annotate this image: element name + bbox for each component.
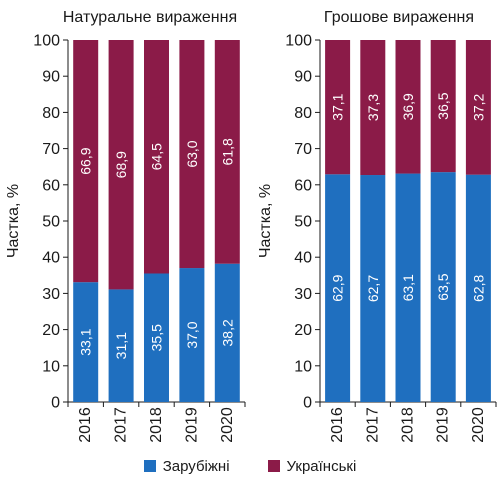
- bar-segment-foreign: [144, 273, 169, 402]
- bar-segment-ukrainian: [73, 40, 99, 283]
- bar-segment-foreign: [325, 174, 351, 402]
- data-label-ukrainian: 61,8: [219, 138, 235, 165]
- legend-label-foreign: Зарубіжні: [162, 457, 230, 475]
- y-tick-label: 0: [51, 395, 60, 412]
- legend-label-ukrainian: Українські: [286, 457, 357, 475]
- y-axis-label: Частка, %: [257, 184, 274, 258]
- data-label-foreign: 37,0: [184, 321, 200, 348]
- chart-canvas: Натуральне вираження Частка, % 0 10 20 30 40 50…: [5, 9, 497, 443]
- data-label-ukrainian: 37,1: [330, 93, 346, 120]
- bar-segment-foreign: [214, 263, 240, 402]
- data-label-ukrainian: 37,2: [470, 93, 486, 120]
- panel-title: Грошове вираження: [324, 9, 474, 26]
- data-label-ukrainian: 63,0: [184, 140, 200, 167]
- legend-item-ukrainian: Українські: [267, 457, 357, 475]
- data-label-foreign: 62,8: [470, 274, 486, 301]
- x-tick-label: 2016: [77, 407, 94, 443]
- y-tick-label: 80: [294, 105, 312, 122]
- bar-segment-foreign: [395, 173, 421, 402]
- x-tick-label: 2017: [364, 407, 381, 443]
- x-tick-label: 2018: [400, 407, 417, 443]
- data-label-foreign: 33,1: [78, 328, 94, 355]
- legend-swatch-foreign: [143, 460, 156, 472]
- bar-segment-foreign: [430, 172, 456, 402]
- y-tick-label: 0: [303, 395, 312, 412]
- y-tick-label: 30: [42, 286, 60, 303]
- chart-legend: Зарубіжні Українські: [0, 455, 500, 477]
- data-label-ukrainian: 66,9: [78, 147, 94, 174]
- y-tick-label: 20: [42, 322, 60, 339]
- x-tick-label: 2019: [183, 407, 200, 443]
- data-label-ukrainian: 68,9: [113, 151, 129, 178]
- y-tick-label: 70: [294, 141, 312, 158]
- y-axis-label: Частка, %: [5, 184, 22, 258]
- x-tick-label: 2017: [113, 407, 130, 443]
- y-tick-label: 70: [42, 141, 60, 158]
- bar-segment-ukrainian: [395, 40, 421, 174]
- bar-segment-ukrainian: [144, 40, 169, 274]
- data-label-foreign: 38,2: [219, 319, 235, 346]
- y-tick-label: 50: [294, 214, 312, 231]
- y-tick-label: 90: [294, 69, 312, 86]
- bar-segment-ukrainian: [325, 40, 351, 175]
- x-tick-label: 2020: [219, 407, 236, 443]
- y-tick-label: 90: [42, 69, 60, 86]
- bar-segment-ukrainian: [465, 40, 491, 175]
- x-tick-label: 2018: [148, 407, 165, 443]
- y-tick-label: 10: [42, 358, 60, 375]
- y-tick-label: 20: [294, 322, 312, 339]
- legend-item-foreign: Зарубіжні: [143, 457, 230, 475]
- y-tick-label: 40: [42, 250, 60, 267]
- bar-segment-foreign: [73, 282, 99, 402]
- bar-segment-foreign: [465, 174, 491, 402]
- legend-swatch-ukrainian: [267, 460, 280, 472]
- bar-segment-ukrainian: [360, 40, 386, 176]
- y-tick-label: 40: [294, 250, 312, 267]
- data-label-foreign: 62,9: [330, 274, 346, 301]
- panel-title: Натуральне вираження: [63, 9, 237, 26]
- x-tick-label: 2019: [435, 407, 452, 443]
- bar-segment-ukrainian: [108, 40, 134, 290]
- x-tick-label: 2020: [470, 407, 487, 443]
- bar-segment-foreign: [360, 175, 386, 402]
- x-tick-label: 2016: [329, 407, 346, 443]
- y-tick-label: 10: [294, 358, 312, 375]
- data-label-ukrainian: 37,3: [365, 94, 381, 121]
- y-tick-label: 80: [42, 105, 60, 122]
- bar-segment-foreign: [108, 289, 134, 402]
- y-tick-label: 100: [285, 33, 312, 50]
- y-tick-label: 60: [294, 177, 312, 194]
- bar-segment-ukrainian: [430, 40, 456, 173]
- bar-segment-ukrainian: [214, 40, 240, 264]
- data-label-ukrainian: 64,5: [149, 143, 165, 170]
- data-label-foreign: 31,1: [113, 332, 129, 359]
- data-label-ukrainian: 36,5: [435, 92, 451, 119]
- data-label-foreign: 62,7: [365, 275, 381, 302]
- y-tick-label: 30: [294, 286, 312, 303]
- data-label-foreign: 63,5: [435, 273, 451, 300]
- data-label-foreign: 63,1: [400, 274, 416, 301]
- bar-segment-foreign: [179, 268, 205, 402]
- y-tick-label: 60: [42, 177, 60, 194]
- data-label-ukrainian: 36,9: [400, 93, 416, 120]
- data-label-foreign: 35,5: [149, 324, 165, 351]
- y-tick-label: 50: [42, 214, 60, 231]
- bar-segment-ukrainian: [179, 40, 205, 269]
- y-tick-label: 100: [33, 33, 60, 50]
